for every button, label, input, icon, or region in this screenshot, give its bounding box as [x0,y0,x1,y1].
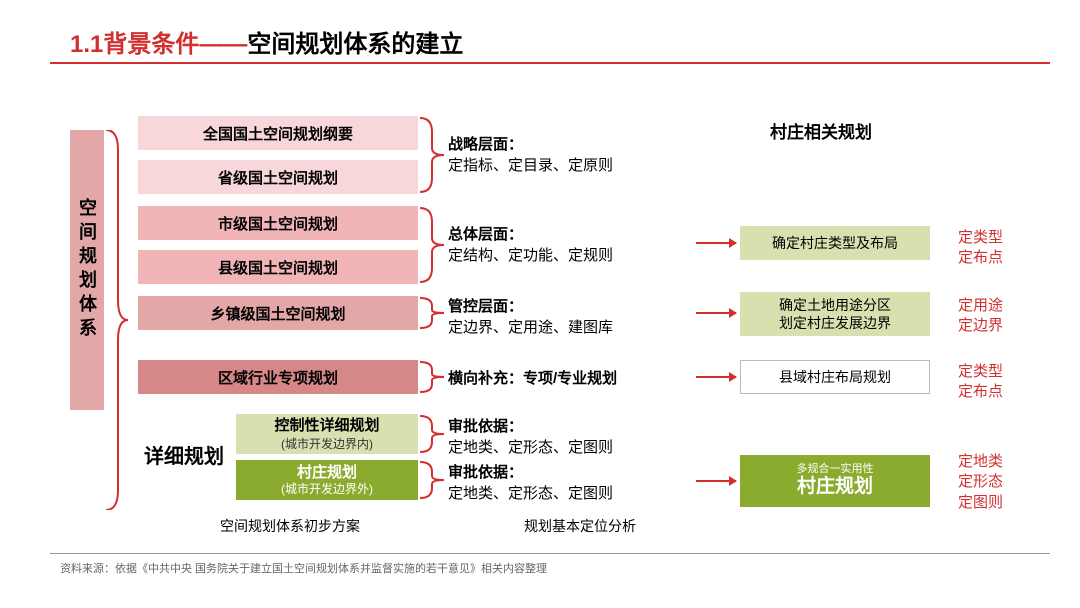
detail-text: 详细规划 [144,445,224,469]
box-land-zone: 确定土地用途分区 划定村庄发展边界 [740,292,930,336]
arrow-4 [696,480,736,482]
page-title: 1.1背景条件——空间规划体系的建立 [70,24,463,59]
box-county-layout: 县域村庄布局规划 [740,360,930,394]
footer-2: 规划基本定位分析 [480,516,680,536]
desc-control-b: 定边界、定用途、建图库 [448,319,613,336]
brace-2 [418,206,446,284]
r3b: 定布点 [958,382,1036,402]
r4b: 定形态 [958,472,1036,492]
box-land-zone-b: 划定村庄发展边界 [779,314,891,332]
title-underline [50,62,1050,64]
brace-6 [418,460,446,500]
row-national: 全国国土空间规划纲要 [138,116,418,150]
desc-approve1: 审批依据： 定地类、定形态、定图则 [448,416,696,458]
desc-approve2-t: 审批依据： [448,464,523,481]
redlist-2: 定用途 定边界 [958,296,1036,337]
r4c: 定图则 [958,493,1036,513]
village-plan-title: 村庄规划 [297,464,357,482]
r1b: 定布点 [958,248,1036,268]
r1a: 定类型 [958,228,1036,248]
desc-sector-t: 横向补充：专项/专业规划 [448,370,617,387]
desc-control: 管控层面： 定边界、定用途、建图库 [448,296,696,338]
desc-approve1-t: 审批依据： [448,418,523,435]
desc-approve1-b: 定地类、定形态、定图则 [448,439,613,456]
detail-label: 详细规划 [138,414,230,500]
redlist-1: 定类型 定布点 [958,228,1036,269]
row-village-plan: 村庄规划 (城市开发边界外) [236,460,418,500]
desc-control-t: 管控层面： [448,298,523,315]
row-sector: 区域行业专项规划 [138,360,418,394]
desc-overall: 总体层面： 定结构、定功能、定规则 [448,224,696,266]
desc-sector: 横向补充：专项/专业规划 [448,368,696,389]
redlist-3: 定类型 定布点 [958,362,1036,403]
brace-1 [418,116,446,194]
r4a: 定地类 [958,452,1036,472]
box-village-planning: 多规合一实用性 村庄规划 [740,455,930,507]
box-village-planning-main: 村庄规划 [797,476,873,499]
desc-strategy-t: 战略层面： [448,136,523,153]
desc-overall-t: 总体层面： [448,226,523,243]
r2a: 定用途 [958,296,1036,316]
brace-4 [418,360,446,394]
arrow-1 [696,242,736,244]
box-land-zone-a: 确定土地用途分区 [779,296,891,314]
village-plan-sub: (城市开发边界外) [281,482,373,496]
arrow-3 [696,376,736,378]
desc-approve2-b: 定地类、定形态、定图则 [448,485,613,502]
desc-strategy-b: 定指标、定目录、定原则 [448,157,613,174]
source-text: 资料来源：依据《中共中央 国务院关于建立国土空间规划体系并监督实施的若干意见》相… [60,560,547,576]
arrow-2 [696,312,736,314]
footer-1: 空间规划体系初步方案 [190,516,390,536]
row-control-plan: 控制性详细规划 (城市开发边界内) [236,414,418,454]
r3a: 定类型 [958,362,1036,382]
row-province: 省级国土空间规划 [138,160,418,194]
brace-3 [418,296,446,330]
redlist-4: 定地类 定形态 定图则 [958,452,1036,513]
village-plan-header: 村庄相关规划 [770,118,872,143]
desc-overall-b: 定结构、定功能、定规则 [448,247,613,264]
row-town: 乡镇级国土空间规划 [138,296,418,330]
title-red: 1.1背景条件—— [70,31,247,58]
desc-approve2: 审批依据： 定地类、定形态、定图则 [448,462,696,504]
control-plan-sub: (城市开发边界内) [281,437,373,451]
control-plan-title: 控制性详细规划 [274,417,379,435]
title-black: 空间规划体系的建立 [247,31,463,58]
brace-5 [418,414,446,454]
desc-strategy: 战略层面： 定指标、定目录、定原则 [448,134,696,176]
r2b: 定边界 [958,316,1036,336]
source-line [50,553,1050,554]
row-county: 县级国土空间规划 [138,250,418,284]
main-brace [104,130,128,510]
box-village-type: 确定村庄类型及布局 [740,226,930,260]
vertical-system-label: 空间规划体系 [70,130,104,410]
row-city: 市级国土空间规划 [138,206,418,240]
box-village-planning-sub: 多规合一实用性 [797,463,874,476]
